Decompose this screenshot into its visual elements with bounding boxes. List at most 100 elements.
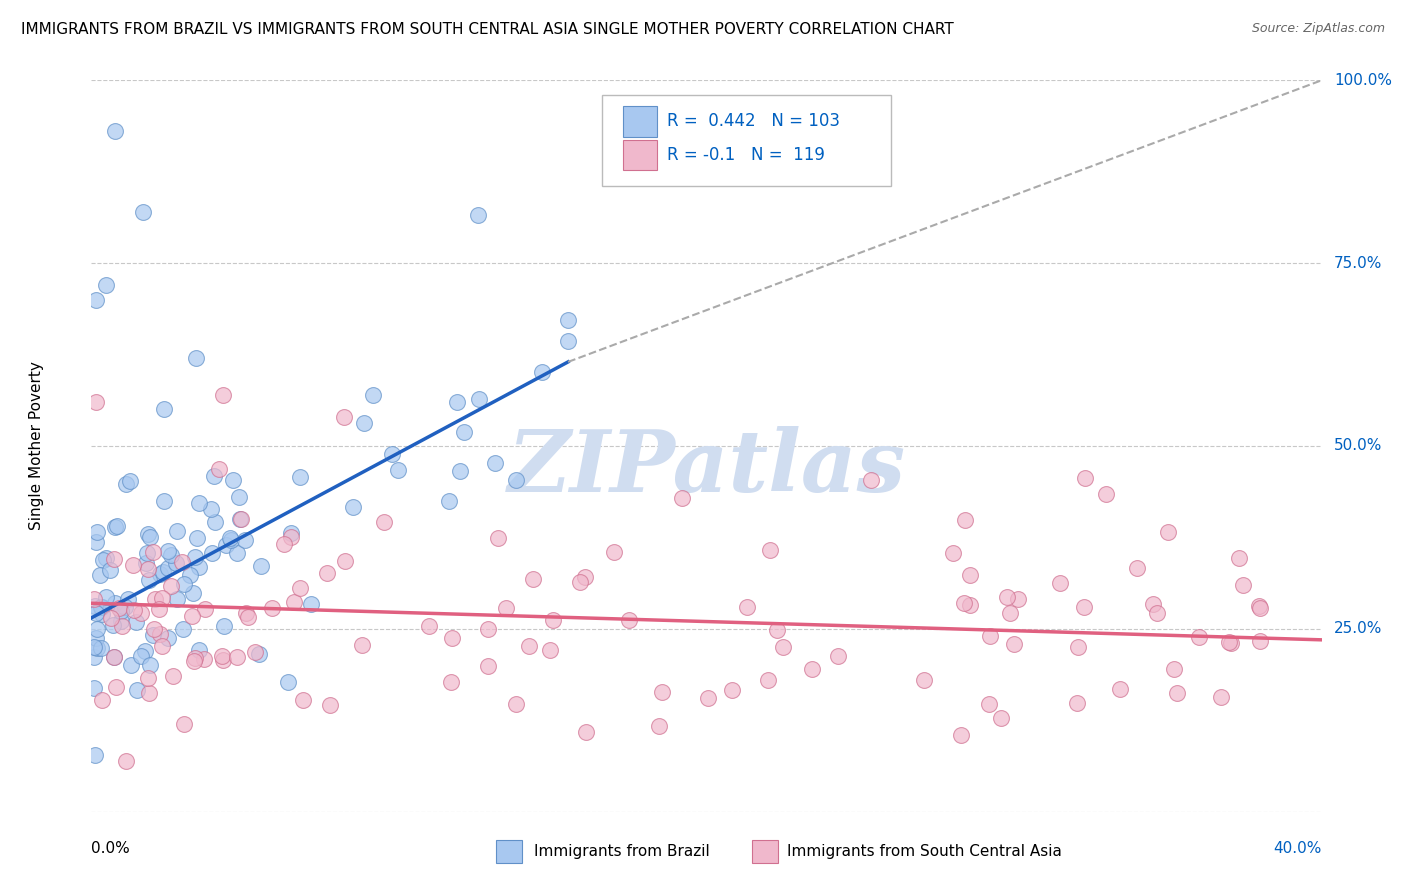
Point [912, 673, 935, 687]
Point [170, 555, 193, 569]
Point [110, 614, 132, 628]
Point [1166, 686, 1188, 700]
Point [153, 494, 176, 508]
Point [211, 653, 233, 667]
Point [953, 513, 976, 527]
Point [90, 600, 112, 615]
Point [91, 693, 114, 707]
Point [101, 618, 124, 632]
Point [538, 642, 561, 657]
Point [91, 553, 114, 567]
Point [148, 602, 170, 616]
Point [531, 366, 554, 380]
Point [188, 643, 211, 657]
Point [235, 606, 257, 620]
Point [120, 657, 142, 672]
Point [105, 680, 128, 694]
Point [157, 544, 180, 558]
Point [1049, 576, 1071, 591]
Point [131, 205, 153, 219]
Point [1157, 524, 1180, 539]
Text: R =  0.442   N = 103: R = 0.442 N = 103 [666, 112, 841, 129]
Point [361, 388, 384, 402]
Point [800, 662, 823, 676]
Point [103, 551, 125, 566]
Point [319, 698, 342, 712]
Point [90, 640, 112, 655]
Point [352, 638, 374, 652]
Text: 100.0%: 100.0% [1334, 73, 1392, 87]
Point [134, 644, 156, 658]
Point [152, 402, 174, 417]
Point [1219, 636, 1241, 650]
Point [86, 524, 108, 539]
Point [557, 334, 579, 348]
Point [114, 477, 136, 491]
Point [180, 609, 202, 624]
Text: R = -0.1   N =  119: R = -0.1 N = 119 [666, 146, 825, 164]
Point [229, 512, 252, 526]
Point [440, 674, 463, 689]
Point [484, 456, 506, 470]
Point [104, 124, 127, 138]
Point [277, 674, 299, 689]
Point [136, 671, 159, 685]
Point [173, 717, 195, 731]
Point [228, 512, 250, 526]
Point [186, 531, 208, 545]
Point [517, 639, 540, 653]
Point [1073, 599, 1095, 614]
Text: ZIPatlas: ZIPatlas [508, 426, 905, 509]
Point [280, 530, 302, 544]
Point [233, 533, 256, 547]
Point [222, 474, 245, 488]
Point [477, 623, 499, 637]
Point [1142, 597, 1164, 611]
Point [1074, 471, 1097, 485]
Point [152, 565, 174, 579]
Point [179, 568, 201, 582]
Point [648, 719, 671, 733]
Point [105, 518, 128, 533]
Point [1209, 690, 1232, 705]
Point [114, 599, 136, 614]
Point [91, 607, 114, 621]
Point [446, 395, 468, 409]
Point [1249, 599, 1271, 613]
Point [1146, 606, 1168, 620]
Point [1249, 600, 1271, 615]
Point [353, 416, 375, 430]
Point [1007, 591, 1029, 606]
Point [187, 560, 209, 574]
Text: 50.0%: 50.0% [1334, 439, 1382, 453]
Point [283, 595, 305, 609]
Point [162, 669, 184, 683]
Point [959, 599, 981, 613]
Point [89, 568, 111, 582]
Point [129, 648, 152, 663]
Point [557, 313, 579, 327]
Point [543, 613, 565, 627]
Point [136, 562, 159, 576]
Point [299, 597, 322, 611]
Point [651, 685, 673, 699]
Point [108, 600, 131, 615]
Point [86, 640, 108, 655]
Point [387, 462, 409, 476]
Point [202, 468, 225, 483]
Point [215, 538, 238, 552]
Point [150, 591, 173, 606]
Point [84, 293, 107, 307]
FancyBboxPatch shape [623, 106, 657, 136]
Point [104, 596, 127, 610]
Point [110, 604, 132, 618]
Point [83, 591, 105, 606]
Point [96, 550, 118, 565]
Point [333, 409, 356, 424]
Point [1109, 682, 1132, 697]
Point [1066, 696, 1088, 710]
Point [247, 647, 270, 661]
Point [122, 603, 145, 617]
Point [860, 473, 883, 487]
Point [228, 490, 250, 504]
